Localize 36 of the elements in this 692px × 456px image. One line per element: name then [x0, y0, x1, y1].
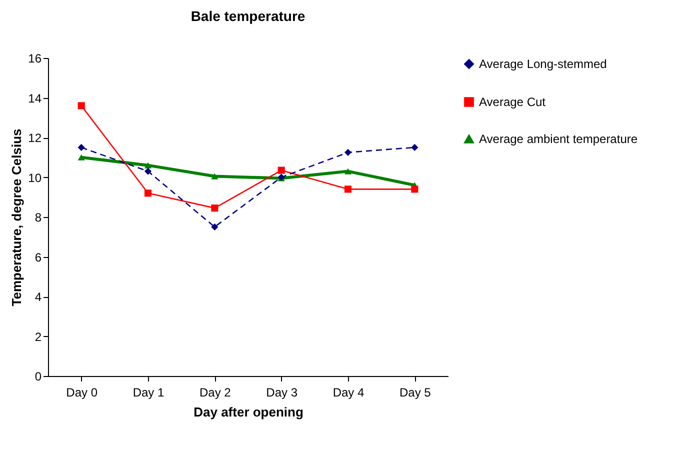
point	[144, 162, 152, 168]
point	[78, 144, 85, 151]
point	[344, 168, 352, 174]
point	[211, 204, 218, 212]
point	[411, 144, 418, 151]
legend-label: Average ambient temperature	[479, 132, 638, 146]
y-tick-label: 16	[28, 52, 42, 66]
y-axis-title: Temperature, degree Celsius	[9, 128, 24, 306]
point	[144, 190, 152, 197]
legend-label: Average Long-stemmed	[479, 57, 607, 71]
point	[78, 102, 85, 110]
y-tick-label: 2	[34, 330, 42, 344]
y-tick-label: 10	[28, 170, 42, 185]
point	[278, 166, 285, 174]
y-tick-label: 8	[34, 210, 42, 224]
y-tick-label: 14	[28, 91, 42, 106]
x-tick-label: Day 0	[66, 386, 98, 400]
y-tick-label: 0	[34, 370, 42, 384]
point	[344, 148, 352, 156]
y-tick-label: 4	[34, 290, 42, 304]
y-tick-label: 12	[28, 131, 42, 145]
point	[411, 186, 418, 193]
legend-label: Average Cut	[479, 95, 546, 109]
point	[344, 186, 352, 193]
chart-title: Bale temperature	[190, 8, 306, 24]
point	[211, 173, 218, 180]
x-axis-title: Day after opening	[194, 404, 304, 420]
x-tick-label: Day 3	[266, 386, 298, 400]
y-tick-label: 6	[34, 250, 42, 264]
x-tick-label: Day 4	[332, 386, 364, 400]
x-tick-label: Day 5	[399, 386, 432, 400]
point	[78, 154, 85, 160]
x-tick-label: Day 2	[199, 386, 232, 400]
point	[211, 223, 218, 230]
point	[144, 168, 152, 175]
x-tick-label: Day 1	[132, 386, 164, 400]
